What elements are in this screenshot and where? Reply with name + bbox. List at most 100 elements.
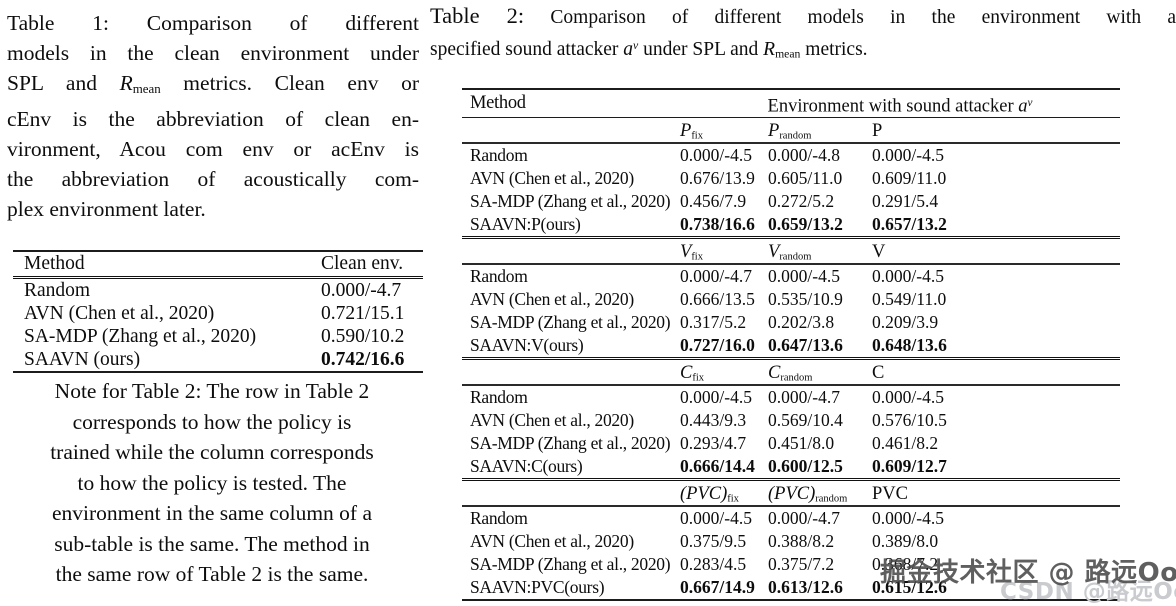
table2-caption: Table 2: Comparison of different models … bbox=[430, 1, 1176, 68]
col-header-pvc-random: (PVC)random bbox=[768, 484, 848, 505]
value-cell: 0.202/3.8 bbox=[768, 312, 835, 332]
value-cell: 0.666/13.5 bbox=[680, 289, 755, 309]
value-cell: 0.000/-4.5 bbox=[680, 387, 752, 407]
value-cell: 0.000/-4.5 bbox=[872, 387, 944, 407]
table1-header-clean-env: Clean env. bbox=[321, 253, 404, 274]
method-cell: SAAVN (ours) bbox=[24, 349, 141, 370]
table2-caption-label: Table 2: bbox=[430, 3, 525, 28]
table1-header-method: Method bbox=[24, 253, 85, 274]
table-row: SAAVN:C(ours) 0.666/14.4 0.600/12.5 0.60… bbox=[462, 455, 1120, 478]
table-rule bbox=[462, 142, 1120, 144]
table-rule bbox=[13, 250, 423, 252]
table-rule bbox=[462, 357, 1120, 360]
value-cell: 0.368/7.2 bbox=[872, 554, 939, 574]
attacker-symbol: a bbox=[1018, 96, 1028, 117]
method-cell: AVN (Chen et al., 2020) bbox=[24, 303, 215, 324]
subtable-c-body: Random 0.000/-4.5 0.000/-4.7 0.000/-4.5 … bbox=[462, 386, 1120, 478]
method-cell: SA-MDP (Zhang et al., 2020) bbox=[470, 554, 671, 574]
value-cell: 0.569/10.4 bbox=[768, 410, 843, 430]
table1-header-row: Method Clean env. bbox=[13, 252, 423, 276]
value-cell: 0.657/13.2 bbox=[872, 214, 947, 234]
note-line: corresponds to how the policy is bbox=[72, 409, 352, 434]
caption-line: cEnv is the abbreviation of clean en- bbox=[7, 106, 419, 131]
value-cell: 0.272/5.2 bbox=[768, 191, 835, 211]
value-cell: 0.209/3.9 bbox=[872, 312, 939, 332]
value-cell: 0.000/-4.7 bbox=[768, 387, 840, 407]
table2-note: Note for Table 2: The row in Table 2 cor… bbox=[2, 376, 422, 590]
table2-header-method: Method bbox=[470, 93, 526, 113]
caption-line: SPL and Rmean metrics. Clean env or bbox=[7, 71, 419, 96]
col-header-v-random: Vrandom bbox=[768, 242, 812, 263]
table-rule bbox=[13, 276, 423, 279]
value-cell: 0.000/-4.5 bbox=[680, 508, 752, 528]
caption-line: models in the clean environment under bbox=[7, 41, 419, 65]
table1: Method Clean env. Random 0.000/-4.7 AVN … bbox=[13, 250, 423, 373]
value-cell: 0.283/4.5 bbox=[680, 554, 747, 574]
method-cell: SA-MDP (Zhang et al., 2020) bbox=[24, 326, 257, 347]
value-cell: 0.600/12.5 bbox=[768, 456, 843, 476]
value-cell: 0.659/13.2 bbox=[768, 214, 843, 234]
method-cell: SA-MDP (Zhang et al., 2020) bbox=[470, 191, 671, 211]
value-cell: 0.615/12.6 bbox=[872, 577, 947, 597]
table1-caption-label: Table 1: bbox=[7, 11, 109, 35]
value-cell: 0.317/5.2 bbox=[680, 312, 747, 332]
caption-line: Table 1: Comparison of different bbox=[7, 11, 419, 35]
method-cell: SAAVN:V(ours) bbox=[470, 335, 584, 355]
method-cell: AVN (Chen et al., 2020) bbox=[470, 531, 634, 551]
table-row: SAAVN:P(ours) 0.738/16.6 0.659/13.2 0.65… bbox=[462, 213, 1120, 236]
col-header-p-fix: Pfix bbox=[680, 121, 703, 142]
method-cell: AVN (Chen et al., 2020) bbox=[470, 410, 634, 430]
value-cell: 0.000/-4.7 bbox=[768, 508, 840, 528]
method-cell: Random bbox=[470, 266, 528, 286]
caption-line: specified sound attacker aν under SPL an… bbox=[430, 38, 868, 61]
note-line: to how the policy is tested. The bbox=[77, 470, 347, 495]
caption-line: vironment, Acou com env or acEnv is bbox=[7, 136, 419, 161]
table-row: Random 0.000/-4.7 bbox=[13, 279, 423, 302]
value-cell: 0.609/11.0 bbox=[872, 168, 947, 188]
value-cell: 0.293/4.7 bbox=[680, 433, 747, 453]
subtable-v-header: Vfix Vrandom V bbox=[462, 239, 1120, 263]
table-row: SA-MDP (Zhang et al., 2020) 0.283/4.5 0.… bbox=[462, 553, 1120, 576]
value-cell: 0.666/14.4 bbox=[680, 456, 755, 476]
table2: Method Environment with sound attacker a… bbox=[462, 88, 1120, 601]
watermark-juejin: 掘金技术社区 @ 路远Oo bbox=[880, 558, 1176, 588]
method-cell: Random bbox=[470, 387, 528, 407]
value-cell: 0.676/13.9 bbox=[680, 168, 755, 188]
attacker-symbol: a bbox=[623, 38, 634, 60]
col-header-p-random: Prandom bbox=[768, 121, 812, 142]
table-row: SAAVN:PVC(ours) 0.667/14.9 0.613/12.6 0.… bbox=[462, 576, 1120, 599]
table-rule bbox=[462, 478, 1120, 481]
value-cell: 0.609/12.7 bbox=[872, 456, 947, 476]
table-row: Random 0.000/-4.5 0.000/-4.7 0.000/-4.5 bbox=[462, 507, 1120, 530]
method-cell: Random bbox=[470, 145, 528, 165]
table1-body: Random 0.000/-4.7 AVN (Chen et al., 2020… bbox=[13, 279, 423, 371]
r-subscript: mean bbox=[775, 47, 801, 61]
value-cell: 0.000/-4.5 bbox=[872, 508, 944, 528]
value-cell: 0.721/15.1 bbox=[321, 303, 405, 324]
table-row: SA-MDP (Zhang et al., 2020) 0.590/10.2 bbox=[13, 325, 423, 348]
table-rule bbox=[462, 88, 1120, 90]
subtable-v-body: Random 0.000/-4.7 0.000/-4.5 0.000/-4.5 … bbox=[462, 265, 1120, 357]
subtable-pvc-header: (PVC)fix (PVC)random PVC bbox=[462, 481, 1120, 505]
table-rule bbox=[462, 505, 1120, 507]
table-row: SAAVN (ours) 0.742/16.6 bbox=[13, 348, 423, 371]
value-cell: 0.389/8.0 bbox=[872, 531, 939, 551]
method-cell: SAAVN:C(ours) bbox=[470, 456, 583, 476]
note-line: environment in the same column of a bbox=[51, 501, 373, 525]
table-rule bbox=[13, 371, 423, 373]
method-cell: SA-MDP (Zhang et al., 2020) bbox=[470, 312, 671, 332]
note-line: the same row of Table 2 is the same. bbox=[55, 562, 369, 586]
value-cell: 0.000/-4.7 bbox=[321, 280, 402, 301]
col-header-v: V bbox=[872, 242, 886, 262]
table-rule bbox=[462, 384, 1120, 386]
value-cell: 0.648/13.6 bbox=[872, 335, 947, 355]
value-cell: 0.443/9.3 bbox=[680, 410, 747, 430]
table-row: Random 0.000/-4.5 0.000/-4.7 0.000/-4.5 bbox=[462, 386, 1120, 409]
col-header-v-fix: Vfix bbox=[680, 242, 703, 263]
method-cell: AVN (Chen et al., 2020) bbox=[470, 289, 634, 309]
value-cell: 0.727/16.0 bbox=[680, 335, 755, 355]
method-cell: Random bbox=[470, 508, 528, 528]
value-cell: 0.590/10.2 bbox=[321, 326, 405, 347]
method-cell: Random bbox=[24, 280, 91, 301]
